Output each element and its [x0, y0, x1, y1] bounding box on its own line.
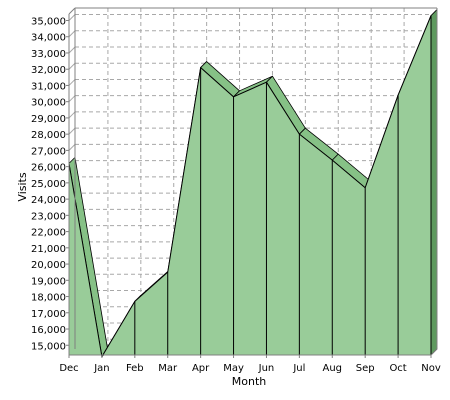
grid-line-y-depth	[68, 95, 76, 103]
grid-line-y-depth	[68, 127, 76, 135]
y-tick-label: 22,000	[31, 228, 66, 239]
y-tick-label: 23,000	[31, 211, 66, 222]
y-tick-label: 20,000	[31, 260, 66, 271]
area-series	[68, 8, 438, 358]
frame-depth-bottom	[430, 348, 438, 356]
grid-line-y-depth	[68, 62, 76, 70]
plot-frame	[68, 7, 438, 356]
y-tick-label: 26,000	[31, 163, 66, 174]
grid-line-y-depth	[68, 46, 76, 54]
y-tick-label: 34,000	[31, 33, 66, 44]
x-axis-title: Month	[232, 375, 267, 388]
frame-depth-top	[68, 7, 76, 15]
y-tick-label: 19,000	[31, 276, 66, 287]
y-tick-label: 29,000	[31, 114, 66, 125]
x-tick-label: Jul	[292, 363, 305, 374]
grid-line-y-depth	[68, 111, 76, 119]
x-tick-label: Dec	[59, 363, 78, 374]
x-tick-label: Jun	[258, 363, 275, 374]
x-tick-label: Apr	[192, 363, 210, 374]
y-tick-label: 24,000	[31, 195, 66, 206]
y-tick-label: 27,000	[31, 146, 66, 157]
x-tick-label: Jan	[93, 363, 109, 374]
grid-line-y-depth	[68, 14, 76, 21]
grid-line-y-depth	[68, 144, 76, 151]
x-tick-label: Aug	[323, 363, 343, 374]
x-tick-label: Sep	[356, 363, 375, 374]
grid-line-y-depth	[68, 30, 76, 38]
x-tick-label: Feb	[126, 363, 144, 374]
x-tick-label: Oct	[389, 363, 406, 374]
y-tick-label: 18,000	[31, 293, 66, 304]
y-tick-label: 33,000	[31, 49, 66, 60]
y-tick-label: 16,000	[31, 325, 66, 336]
y-axis-title: Visits	[16, 172, 29, 201]
grid-line-y-depth	[68, 79, 76, 86]
y-tick-label: 32,000	[31, 65, 66, 76]
y-axis-ticks: 15,000 16,000 17,000 18,000 19,000 20,000 21,0…	[31, 16, 69, 352]
area-side	[430, 8, 438, 356]
y-tick-label: 30,000	[31, 98, 66, 109]
y-tick-label: 15,000	[31, 341, 66, 352]
y-tick-label: 21,000	[31, 244, 66, 255]
y-tick-label: 25,000	[31, 179, 66, 190]
y-tick-label: 35,000	[31, 16, 66, 27]
y-tick-label: 17,000	[31, 309, 66, 320]
x-tick-label: Mar	[158, 363, 178, 374]
y-tick-label: 31,000	[31, 81, 66, 92]
y-tick-label: 28,000	[31, 130, 66, 141]
x-axis-ticks: Dec Jan Feb Mar Apr May Jun Jul Aug Sep Oct Nov	[59, 355, 441, 374]
x-tick-label: May	[223, 363, 244, 374]
x-tick-label: Nov	[421, 363, 441, 374]
